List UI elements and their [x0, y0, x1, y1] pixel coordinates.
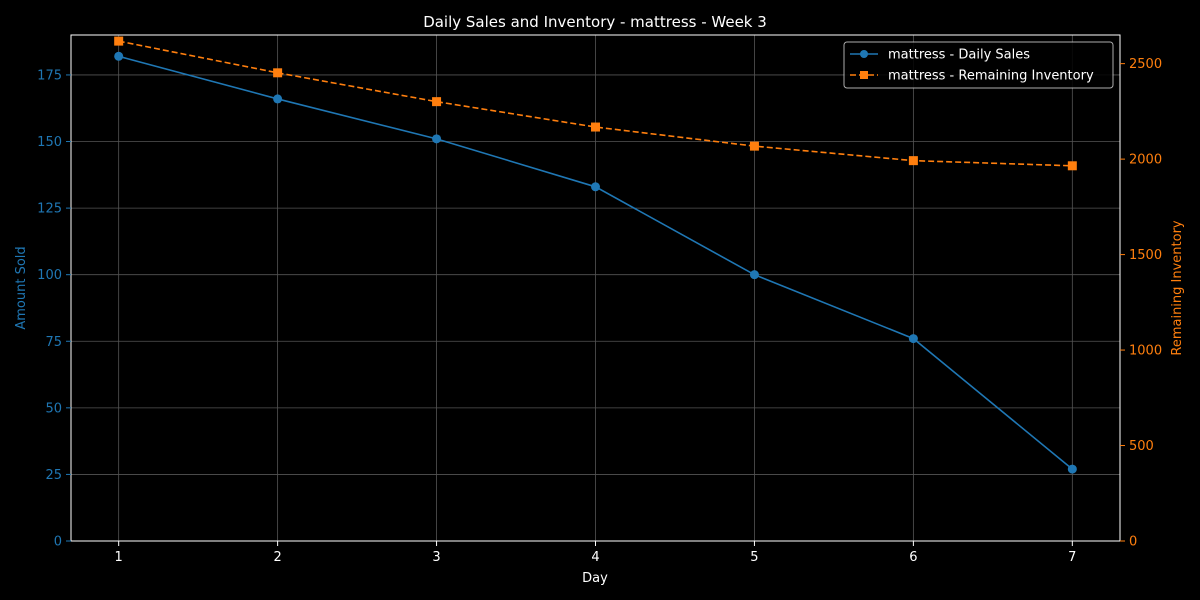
legend-entry-label: mattress - Remaining Inventory: [888, 69, 1094, 84]
right-y-tick-label: 0: [1129, 535, 1137, 550]
chart-title: Daily Sales and Inventory - mattress - W…: [423, 13, 767, 31]
left-y-axis-label: Amount Sold: [14, 246, 29, 329]
sales-point: [591, 182, 600, 192]
left-y-tick-label: 50: [45, 401, 62, 416]
x-tick-label: 1: [115, 550, 123, 565]
inventory-point: [749, 141, 759, 151]
sales-point: [273, 94, 283, 104]
legend-marker: [860, 71, 868, 79]
left-y-tick-label: 0: [54, 535, 62, 550]
sales-point: [1067, 464, 1077, 474]
left-y-tick-label: 25: [45, 468, 62, 483]
inventory-point: [908, 156, 918, 166]
legend-marker: [860, 50, 868, 58]
right-y-tick-label: 1500: [1129, 248, 1162, 263]
inventory-point: [114, 36, 124, 46]
inventory-point: [591, 122, 600, 132]
left-y-tick-label: 75: [45, 335, 62, 350]
right-y-tick-label: 2000: [1129, 153, 1162, 168]
right-y-tick-label: 2500: [1129, 57, 1162, 72]
x-tick-label: 7: [1068, 550, 1076, 565]
x-tick-label: 3: [432, 550, 440, 565]
sales-point: [749, 270, 759, 280]
left-y-tick-label: 150: [37, 135, 62, 150]
sales-point: [432, 134, 442, 144]
x-tick-label: 5: [750, 550, 758, 565]
x-tick-label: 4: [591, 550, 599, 565]
left-y-tick-label: 175: [37, 68, 62, 83]
left-y-tick-label: 100: [37, 268, 62, 283]
sales-point: [114, 51, 124, 61]
inventory-point: [273, 68, 283, 78]
x-tick-label: 6: [909, 550, 917, 565]
x-tick-label: 2: [273, 550, 281, 565]
legend-box: [843, 41, 1114, 89]
right-y-tick-label: 1000: [1129, 344, 1162, 359]
x-axis-label: Day: [582, 571, 608, 586]
inventory-point: [432, 97, 442, 107]
right-y-axis-label: Remaining Inventory: [1170, 220, 1185, 356]
legend-entry-label: mattress - Daily Sales: [888, 48, 1030, 63]
right-y-tick-label: 500: [1129, 439, 1154, 454]
inventory-point: [1067, 161, 1077, 171]
sales-point: [908, 334, 918, 344]
left-y-tick-label: 125: [37, 202, 62, 217]
